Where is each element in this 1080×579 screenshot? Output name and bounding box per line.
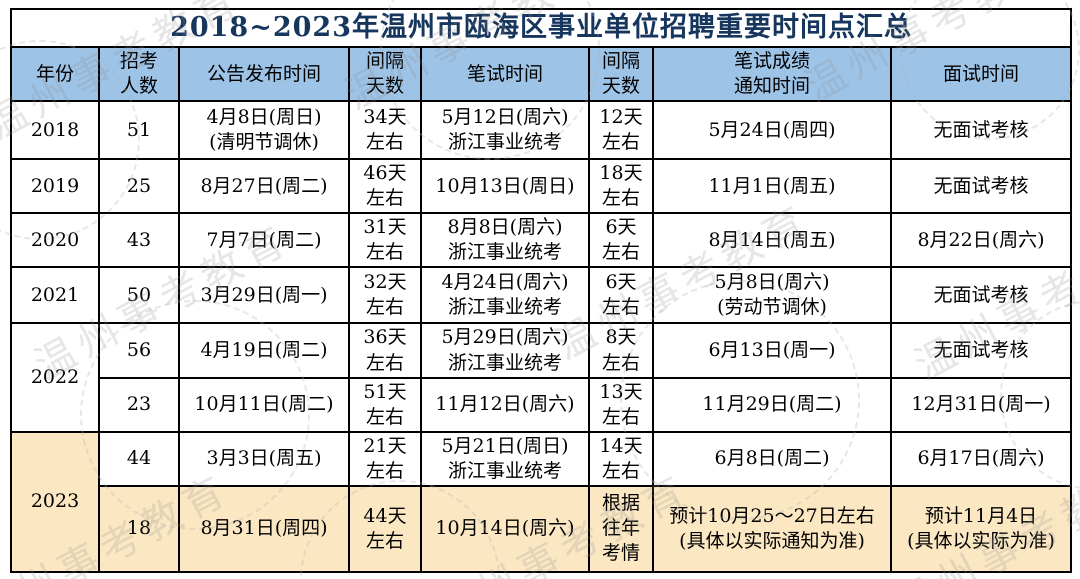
cell-interview: 无面试考核 bbox=[889, 100, 1073, 161]
table-row: 2022 56 4月19日(周二) 36天 左右 5月29日(周六) 浙江事业统… bbox=[10, 322, 1073, 433]
cell-announce: 4月8日(周日) (清明节调休) bbox=[178, 100, 350, 161]
cell-exam: 5月12日(周六) 浙江事业统考 bbox=[420, 100, 590, 161]
cell-gap2: 6天 左右 bbox=[588, 212, 654, 269]
cell-people: 50 bbox=[98, 266, 180, 325]
cell-gap2: 12天 左右 bbox=[588, 100, 654, 161]
table-row: 2018 51 4月8日(周日) (清明节调休) 34天 左右 5月12日(周六… bbox=[10, 100, 1073, 161]
cell-people: 23 bbox=[98, 376, 180, 433]
column-header-announce: 公告发布时间 bbox=[178, 45, 350, 103]
column-header-people: 招考 人数 bbox=[98, 45, 180, 103]
cell-exam: 5月29日(周六) 浙江事业统考 bbox=[420, 322, 590, 379]
cell-people: 25 bbox=[98, 158, 180, 215]
column-header-gap1: 间隔 天数 bbox=[348, 45, 422, 103]
cell-interview: 无面试考核 bbox=[889, 266, 1073, 325]
cell-year: 2019 bbox=[10, 158, 100, 215]
cell-people: 56 bbox=[98, 322, 180, 379]
cell-exam: 10月14日(周六) bbox=[420, 484, 590, 573]
cell-notice: 预计10月25～27日左右 (具体以实际通知为准) bbox=[652, 484, 892, 573]
cell-gap1: 51天 左右 bbox=[348, 376, 422, 433]
table-row: 2018~2023年温州市瓯海区事业单位招聘重要时间点汇总 bbox=[9, 8, 1073, 48]
cell-gap1: 32天 左右 bbox=[348, 266, 422, 325]
cell-gap1: 44天 左右 bbox=[348, 484, 422, 573]
cell-people: 44 bbox=[98, 430, 180, 487]
cell-announce: 10月11日(周二) bbox=[178, 376, 350, 433]
header-row: 年份 招考 人数 公告发布时间 间隔 天数 笔试时间 间隔 天数 笔试成绩 通知… bbox=[10, 45, 1073, 103]
cell-gap1: 34天 左右 bbox=[348, 100, 422, 161]
cell-exam: 11月12日(周六) bbox=[420, 376, 590, 433]
cell-gap1: 31天 左右 bbox=[348, 212, 422, 269]
column-header-exam: 笔试时间 bbox=[420, 45, 590, 103]
cell-exam: 8月8日(周六) 浙江事业统考 bbox=[420, 212, 590, 269]
cell-gap2: 14天 左右 bbox=[588, 430, 654, 487]
cell-interview: 12月31日(周一) bbox=[889, 376, 1073, 433]
table-row: 18 8月31日(周四) 44天 左右 10月14日(周六) 根据 往年 考情 … bbox=[11, 484, 1073, 573]
cell-interview: 无面试考核 bbox=[889, 322, 1073, 379]
cell-gap1: 46天 左右 bbox=[348, 158, 422, 215]
cell-announce: 3月3日(周五) bbox=[178, 430, 350, 487]
cell-notice: 11月29日(周二) bbox=[652, 376, 892, 433]
cell-interview: 预计11月4日 (具体以实际为准) bbox=[889, 484, 1073, 573]
column-header-gap2: 间隔 天数 bbox=[588, 45, 654, 103]
column-header-interview: 面试时间 bbox=[889, 45, 1073, 103]
column-header-notice: 笔试成绩 通知时间 bbox=[652, 45, 892, 103]
cell-gap2: 6天 左右 bbox=[588, 266, 654, 325]
table-row: 2021 50 3月29日(周一) 32天 左右 4月24日(周六) 浙江事业统… bbox=[10, 266, 1073, 325]
cell-interview: 8月22日(周六) bbox=[889, 212, 1073, 269]
cell-notice: 5月8日(周六) (劳动节调休) bbox=[652, 266, 892, 325]
cell-year: 2018 bbox=[10, 100, 100, 161]
cell-notice: 6月8日(周二) bbox=[652, 430, 892, 487]
cell-people: 43 bbox=[98, 212, 180, 269]
cell-interview: 无面试考核 bbox=[889, 158, 1073, 215]
cell-people: 18 bbox=[98, 484, 180, 573]
column-header-year: 年份 bbox=[10, 45, 100, 103]
cell-notice: 6月13日(周一) bbox=[652, 322, 892, 379]
cell-year: 2022 bbox=[10, 322, 100, 433]
page-title: 2018~2023年温州市瓯海区事业单位招聘重要时间点汇总 bbox=[9, 8, 1073, 48]
cell-exam: 4月24日(周六) 浙江事业统考 bbox=[420, 266, 590, 325]
cell-announce: 8月31日(周四) bbox=[178, 484, 350, 573]
cell-gap2: 根据 往年 考情 bbox=[588, 484, 654, 573]
cell-announce: 8月27日(周二) bbox=[178, 158, 350, 215]
cell-year: 2023 bbox=[10, 430, 100, 573]
cell-announce: 7月7日(周二) bbox=[178, 212, 350, 269]
cell-year: 2020 bbox=[10, 212, 100, 269]
recruitment-timeline-table: 2018~2023年温州市瓯海区事业单位招聘重要时间点汇总 年份 招考 人数 公… bbox=[9, 8, 1073, 573]
cell-gap2: 13天 左右 bbox=[588, 376, 654, 433]
cell-gap2: 18天 左右 bbox=[588, 158, 654, 215]
cell-gap2: 8天 左右 bbox=[588, 322, 654, 379]
table-row: 23 10月11日(周二) 51天 左右 11月12日(周六) 13天 左右 1… bbox=[11, 376, 1073, 433]
cell-people: 51 bbox=[98, 100, 180, 161]
cell-notice: 11月1日(周五) bbox=[652, 158, 892, 215]
cell-gap1: 21天 左右 bbox=[348, 430, 422, 487]
cell-gap1: 36天 左右 bbox=[348, 322, 422, 379]
table-row: 2019 25 8月27日(周二) 46天 左右 10月13日(周日) 18天 … bbox=[10, 158, 1073, 215]
table-row: 2020 43 7月7日(周二) 31天 左右 8月8日(周六) 浙江事业统考 … bbox=[10, 212, 1073, 269]
cell-exam: 5月21日(周日) 浙江事业统考 bbox=[420, 430, 590, 487]
cell-interview: 6月17日(周六) bbox=[889, 430, 1073, 487]
cell-notice: 8月14日(周五) bbox=[652, 212, 892, 269]
cell-notice: 5月24日(周四) bbox=[652, 100, 892, 161]
cell-year: 2021 bbox=[10, 266, 100, 325]
table-row: 2023 44 3月3日(周五) 21天 左右 5月21日(周日) 浙江事业统考… bbox=[10, 430, 1073, 573]
cell-announce: 3月29日(周一) bbox=[178, 266, 350, 325]
cell-exam: 10月13日(周日) bbox=[420, 158, 590, 215]
cell-announce: 4月19日(周二) bbox=[178, 322, 350, 379]
